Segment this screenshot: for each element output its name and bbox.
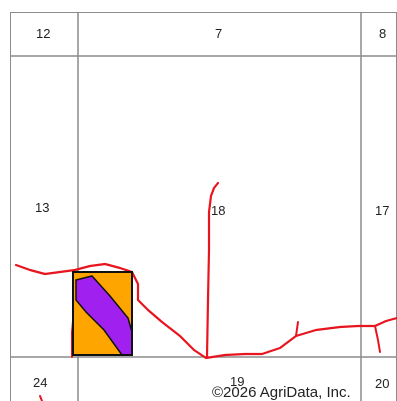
road-southwest-tail bbox=[39, 395, 43, 401]
road-east-spur bbox=[374, 325, 381, 353]
section-label-20: 20 bbox=[375, 376, 390, 391]
road-north-spur bbox=[205, 181, 220, 359]
section-label-24: 24 bbox=[33, 375, 48, 390]
section-label-17: 17 bbox=[375, 203, 390, 218]
field-boundary bbox=[72, 271, 133, 356]
road-main bbox=[14, 262, 397, 360]
section-label-13: 13 bbox=[35, 200, 50, 215]
section-label-8: 8 bbox=[379, 26, 387, 41]
copyright-notice: ©2026 AgriData, Inc. bbox=[212, 384, 351, 401]
section-label-19: 19 bbox=[230, 374, 245, 389]
section-label-18: 18 bbox=[211, 203, 226, 218]
road-small-spur bbox=[295, 321, 299, 337]
section-label-7: 7 bbox=[215, 26, 223, 41]
section-label-12: 12 bbox=[36, 26, 51, 41]
